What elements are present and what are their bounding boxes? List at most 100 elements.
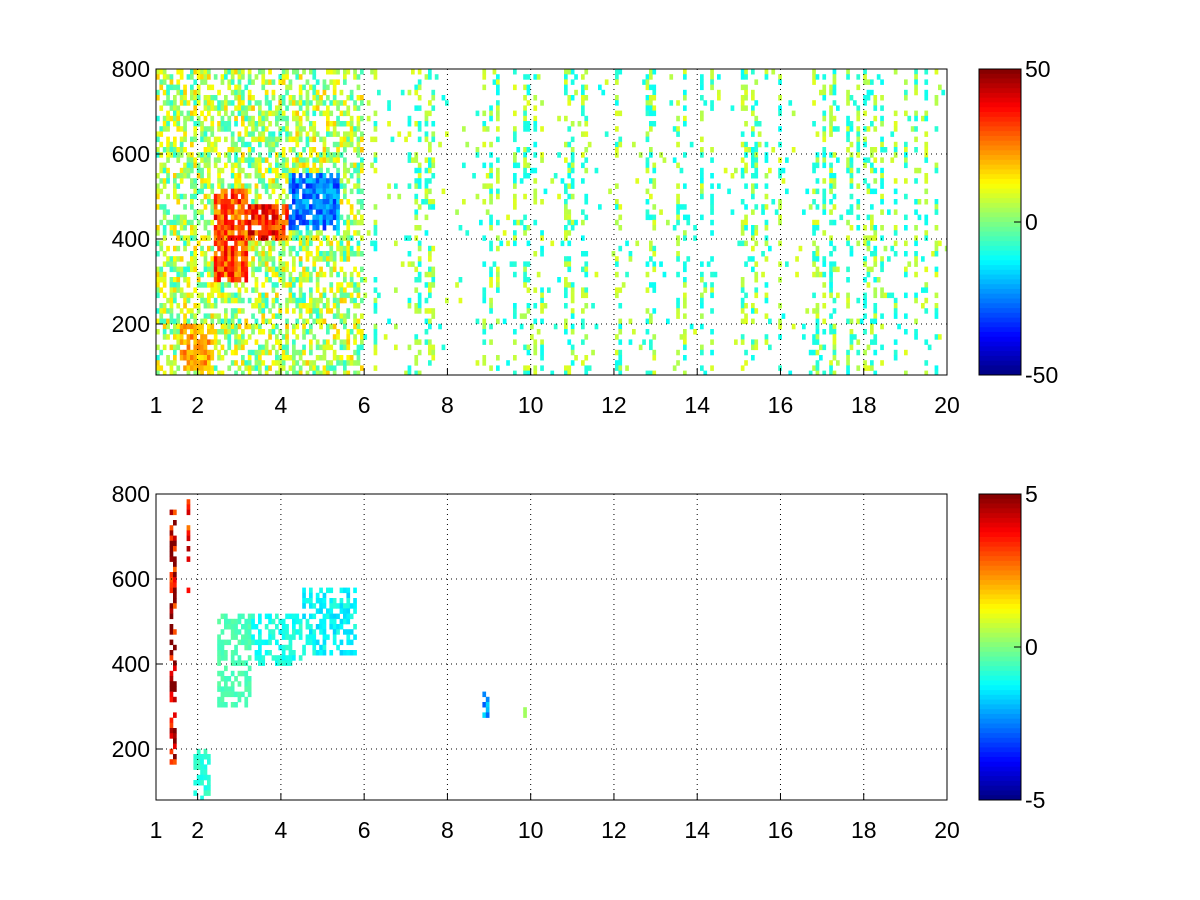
heatmap-cell [305, 329, 310, 335]
heatmap-cell [251, 214, 255, 221]
heatmap-cell [227, 297, 232, 304]
heatmap-cell [156, 360, 160, 366]
heatmap-cell [244, 256, 249, 262]
heatmap-cell [332, 225, 337, 231]
heatmap-cell [241, 251, 245, 257]
heatmap-cell [924, 152, 929, 158]
heatmap-cell [805, 308, 810, 314]
heatmap-cell [683, 282, 687, 288]
heatmap-cell [169, 624, 174, 630]
heatmap-cell [581, 84, 585, 91]
heatmap-cell [247, 613, 252, 620]
heatmap-cell [173, 535, 177, 542]
heatmap-cell [200, 759, 204, 765]
heatmap-cell [227, 344, 232, 351]
heatmap-cell [540, 344, 544, 351]
heatmap-cell [326, 69, 330, 75]
heatmap-cell [815, 178, 820, 184]
heatmap-cell [353, 266, 357, 273]
heatmap-cell [373, 365, 378, 371]
heatmap-cell [339, 121, 344, 127]
heatmap-cell [887, 209, 891, 215]
heatmap-cell [230, 349, 235, 356]
heatmap-cell [254, 266, 259, 273]
heatmap-cell [309, 598, 313, 604]
heatmap-cell [584, 370, 589, 375]
heatmap-cell [567, 240, 572, 247]
heatmap-cell [846, 292, 850, 299]
heatmap-cell [917, 214, 922, 221]
heatmap-cell [832, 334, 837, 340]
heatmap-cell [870, 167, 874, 174]
heatmap-cell [244, 360, 249, 366]
heatmap-cell [373, 240, 378, 247]
heatmap-cell [230, 261, 235, 267]
heatmap-cell [526, 261, 531, 267]
heatmap-cell [329, 603, 334, 609]
heatmap-cell [190, 199, 194, 205]
y-tick-label: 800 [112, 481, 150, 507]
heatmap-cell [751, 235, 755, 241]
heatmap-cell [533, 126, 538, 132]
heatmap-cell [315, 355, 320, 361]
heatmap-cell [258, 100, 262, 106]
heatmap-cell [169, 261, 174, 267]
heatmap-cell [424, 178, 429, 184]
heatmap-cell [332, 183, 337, 189]
colorbar-segment [979, 723, 1021, 729]
heatmap-cell [275, 209, 279, 215]
heatmap-cell [254, 100, 259, 106]
heatmap-cell [281, 634, 286, 640]
heatmap-cell [227, 152, 232, 158]
heatmap-cell [237, 178, 242, 184]
heatmap-cell [251, 271, 255, 278]
heatmap-cell [156, 277, 160, 283]
heatmap-cell [652, 105, 657, 111]
heatmap-cell [234, 209, 238, 215]
heatmap-cell [186, 546, 191, 552]
heatmap-cell [230, 297, 235, 304]
heatmap-cell [683, 370, 687, 375]
heatmap-cell [203, 136, 208, 143]
heatmap-cell [329, 110, 334, 117]
heatmap-cell [309, 297, 313, 304]
heatmap-cell [336, 105, 340, 111]
heatmap-cell [332, 141, 337, 148]
heatmap-cell [846, 370, 850, 375]
heatmap-cell [183, 355, 187, 361]
heatmap-cell [261, 219, 266, 226]
heatmap-cell [676, 256, 680, 262]
heatmap-cell [581, 152, 585, 158]
heatmap-cell [751, 225, 755, 231]
heatmap-cell [302, 318, 306, 325]
heatmap-cell [200, 282, 204, 288]
heatmap-cell [914, 115, 918, 122]
heatmap-cell [356, 141, 361, 148]
heatmap-cell [241, 691, 245, 698]
heatmap-cell [496, 245, 500, 252]
heatmap-cell [332, 624, 337, 630]
heatmap-cell [346, 235, 351, 241]
heatmap-cell [281, 251, 286, 257]
heatmap-cell [700, 115, 704, 122]
heatmap-cell [407, 152, 412, 158]
heatmap-cell [846, 277, 850, 283]
heatmap-cell [281, 618, 286, 625]
heatmap-cell [217, 152, 221, 158]
heatmap-cell [472, 173, 476, 179]
heatmap-cell [190, 167, 194, 174]
heatmap-cell [247, 644, 252, 651]
heatmap-cell [234, 344, 238, 351]
heatmap-cell [455, 209, 459, 215]
heatmap-cell [241, 266, 245, 273]
heatmap-cell [234, 261, 238, 267]
heatmap-cell [237, 691, 242, 698]
heatmap-cell [210, 219, 215, 226]
heatmap-cell [278, 162, 283, 169]
heatmap-cell [652, 183, 657, 189]
heatmap-cell [186, 115, 191, 122]
heatmap-cell [173, 329, 177, 335]
heatmap-cell [247, 152, 252, 158]
heatmap-cell [281, 650, 286, 656]
heatmap-cell [247, 230, 252, 236]
